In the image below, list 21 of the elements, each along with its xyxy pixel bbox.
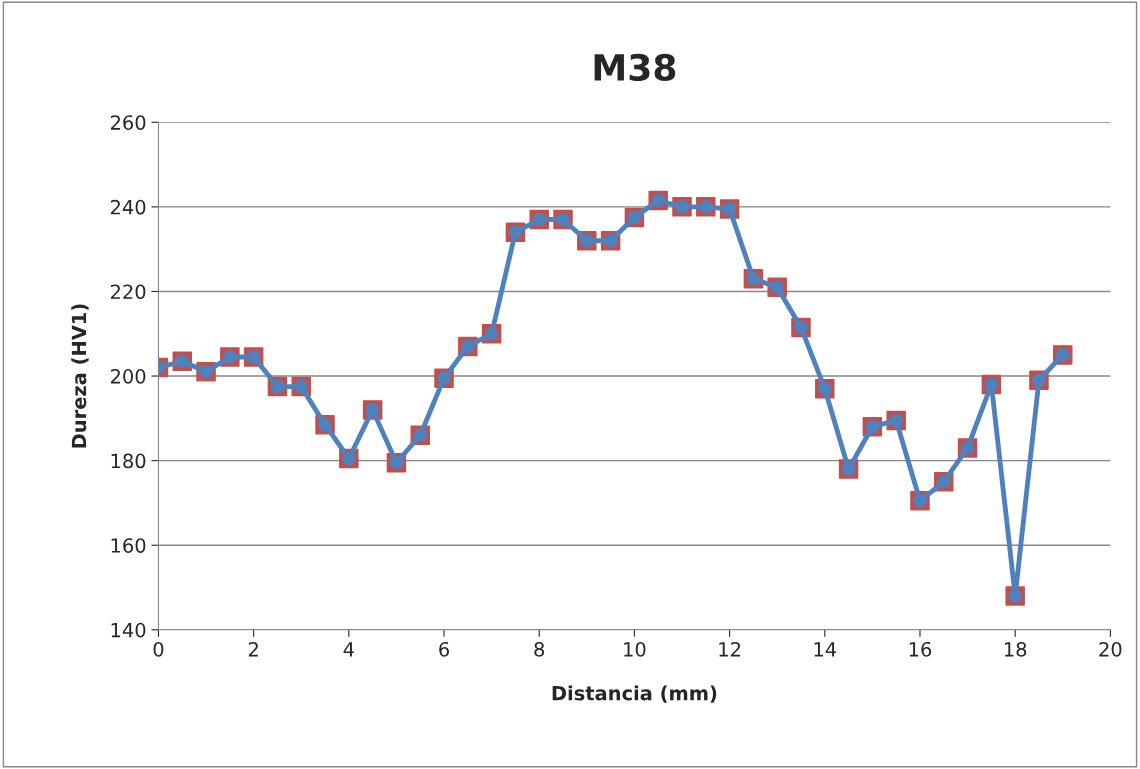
y-tick-label: 160 [111, 538, 146, 553]
x-tick-label: 14 [814, 642, 837, 657]
y-tick-label: 200 [110, 369, 146, 384]
y-tick-label: 240 [110, 199, 146, 215]
y-axis-title: Dureza (HV1) [71, 304, 89, 448]
y-tick-label: 220 [110, 284, 146, 300]
x-tick-label: 4 [343, 642, 354, 657]
y-tick-label: 180 [111, 453, 146, 469]
y-tick-label: 260 [110, 115, 146, 130]
x-tick-label: 18 [1004, 641, 1027, 657]
chart-title: M38 [594, 53, 676, 82]
x-tick-label: 2 [248, 641, 258, 657]
x-tick-label: 0 [153, 641, 164, 657]
x-axis-title: Distancia (mm) [552, 685, 717, 703]
y-tick-label: 140 [111, 622, 146, 638]
x-tick-label: 10 [624, 641, 646, 657]
x-tick-label: 16 [909, 641, 932, 657]
x-tick-label: 12 [719, 641, 741, 657]
x-tick-label: 8 [534, 641, 545, 657]
x-tick-label: 20 [1099, 641, 1122, 657]
x-tick-label: 6 [439, 641, 449, 657]
